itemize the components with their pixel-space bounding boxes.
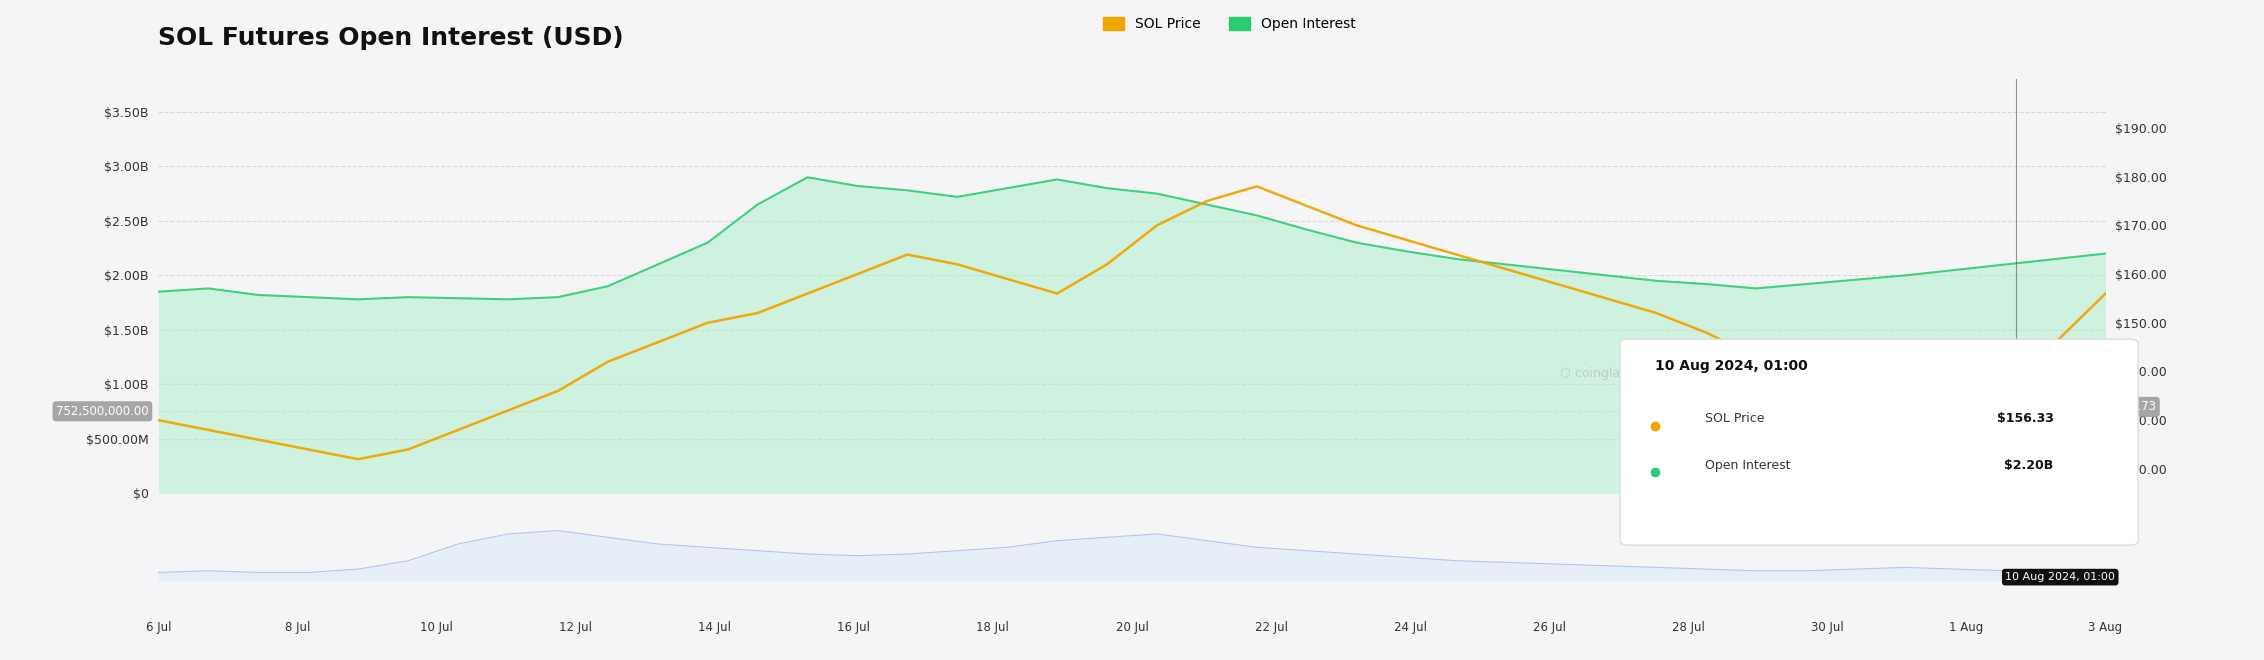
Text: 16 Jul: 16 Jul xyxy=(838,621,869,634)
Text: 1 Aug: 1 Aug xyxy=(1949,621,1983,634)
Text: Open Interest: Open Interest xyxy=(1705,459,1791,473)
Text: 8 Jul: 8 Jul xyxy=(285,621,310,634)
Text: 26 Jul: 26 Jul xyxy=(1533,621,1567,634)
Text: 28 Jul: 28 Jul xyxy=(1671,621,1705,634)
Text: 20 Jul: 20 Jul xyxy=(1116,621,1148,634)
Text: 132.73: 132.73 xyxy=(2115,401,2155,413)
Text: 10 Aug 2024, 01:00: 10 Aug 2024, 01:00 xyxy=(2006,572,2115,582)
Text: 24 Jul: 24 Jul xyxy=(1395,621,1426,634)
Text: $2.20B: $2.20B xyxy=(2004,459,2053,473)
Text: 6 Jul: 6 Jul xyxy=(145,621,172,634)
Text: SOL Futures Open Interest (USD): SOL Futures Open Interest (USD) xyxy=(158,26,625,50)
Text: 30 Jul: 30 Jul xyxy=(1811,621,1843,634)
Text: ⬡ coinglass: ⬡ coinglass xyxy=(1560,368,1632,380)
Text: 10 Jul: 10 Jul xyxy=(421,621,453,634)
Legend: SOL Price, Open Interest: SOL Price, Open Interest xyxy=(1098,12,1361,37)
Text: 14 Jul: 14 Jul xyxy=(697,621,731,634)
Text: 18 Jul: 18 Jul xyxy=(976,621,1010,634)
Text: 22 Jul: 22 Jul xyxy=(1254,621,1288,634)
FancyBboxPatch shape xyxy=(1621,339,2137,545)
Text: $156.33: $156.33 xyxy=(1997,412,2053,425)
Text: 3 Aug: 3 Aug xyxy=(2087,621,2124,634)
Text: SOL Price: SOL Price xyxy=(1705,412,1764,425)
Text: 752,500,000.00: 752,500,000.00 xyxy=(57,405,149,418)
Text: 10 Aug 2024, 01:00: 10 Aug 2024, 01:00 xyxy=(1655,359,1807,373)
Text: 12 Jul: 12 Jul xyxy=(559,621,593,634)
